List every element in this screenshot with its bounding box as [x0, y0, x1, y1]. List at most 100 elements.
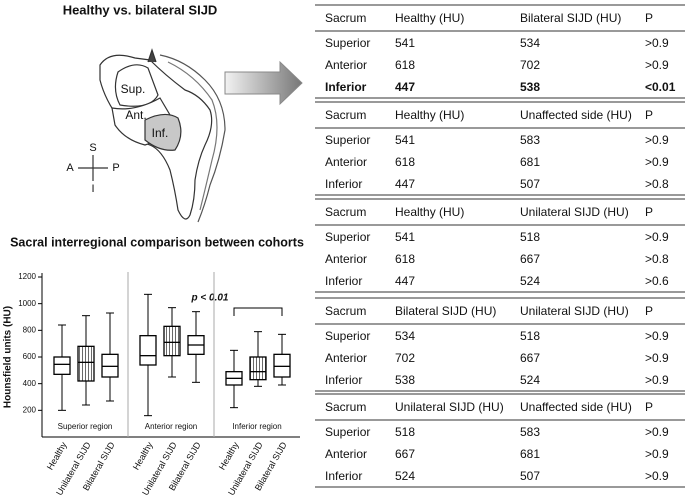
table-cell: 667	[520, 252, 540, 266]
table-header: P	[645, 11, 653, 25]
table-cell: Superior	[325, 230, 370, 244]
table-header: Healthy (HU)	[395, 108, 464, 122]
table-cell: Anterior	[325, 155, 367, 169]
panel-label: Superior region	[58, 422, 113, 431]
table-header: Unilateral SIJD (HU)	[395, 400, 504, 414]
table-cell: 681	[520, 155, 540, 169]
box	[101, 353, 119, 378]
table-cell: Inferior	[325, 80, 367, 94]
table-cell: 681	[520, 447, 540, 461]
y-tick-label: 600	[23, 352, 37, 361]
table-cell: Inferior	[325, 373, 362, 387]
box	[77, 345, 95, 382]
table-header: P	[645, 205, 653, 219]
y-tick-label: 200	[23, 405, 37, 414]
sacrum-diagram	[78, 48, 226, 223]
table-cell: 524	[520, 274, 540, 288]
table-cell: 541	[395, 133, 415, 147]
x-tick-label: Healthy	[131, 440, 155, 472]
table-cell: >0.8	[645, 177, 669, 191]
table-cell: 667	[395, 447, 415, 461]
table-cell: >0.9	[645, 447, 669, 461]
table-header: Unilateral SIJD (HU)	[520, 205, 629, 219]
table-cell: 541	[395, 36, 415, 50]
table-cell: 538	[520, 80, 540, 94]
table-cell: Superior	[325, 425, 370, 439]
table-cell: >0.9	[645, 469, 669, 483]
table-cell: 618	[395, 155, 415, 169]
panel-label: Inferior region	[232, 422, 281, 431]
table-cell: >0.9	[645, 425, 669, 439]
table-cell: Anterior	[325, 252, 367, 266]
table-cell: Inferior	[325, 274, 362, 288]
table-cell: 541	[395, 230, 415, 244]
table-header: Bilateral SIJD (HU)	[520, 11, 621, 25]
table-cell: >0.9	[645, 329, 669, 343]
region-label: Inf.	[152, 126, 169, 140]
table-header: P	[645, 304, 653, 318]
table-cell: >0.9	[645, 230, 669, 244]
table-cell: Superior	[325, 36, 370, 50]
box	[139, 335, 157, 366]
table-cell: 702	[520, 58, 540, 72]
table-header: Sacrum	[325, 11, 366, 25]
table-cell: 447	[395, 177, 415, 191]
table-cell: 518	[520, 230, 540, 244]
y-axis-label: Hounsfield units (HU)	[3, 306, 14, 408]
table-cell: 667	[520, 351, 540, 365]
table-cell: >0.9	[645, 155, 669, 169]
table-cell: 518	[520, 329, 540, 343]
table-header: Healthy (HU)	[395, 11, 464, 25]
box	[53, 356, 71, 375]
table-cell: 583	[520, 133, 540, 147]
table-cell: 534	[395, 329, 415, 343]
annotation: p < 0.01	[191, 293, 229, 304]
y-tick-label: 800	[23, 325, 37, 334]
table-header: Healthy (HU)	[395, 205, 464, 219]
table-header: Sacrum	[325, 304, 366, 318]
direction-label: S	[89, 142, 96, 154]
region-label: Sup.	[121, 82, 146, 96]
box	[163, 325, 181, 357]
table-cell: 534	[520, 36, 540, 50]
table-cell: 447	[395, 274, 415, 288]
table-cell: >0.6	[645, 274, 669, 288]
table-cell: >0.9	[645, 351, 669, 365]
table-cell: 524	[520, 373, 540, 387]
chart-title: Sacral interregional comparison between …	[10, 235, 304, 249]
x-tick-label: Healthy	[45, 440, 69, 472]
table-header: Unilateral SIJD (HU)	[520, 304, 629, 318]
table-header: Sacrum	[325, 400, 366, 414]
table-cell: Inferior	[325, 469, 362, 483]
table-header: Sacrum	[325, 108, 366, 122]
table-cell: 507	[520, 177, 540, 191]
table-cell: >0.8	[645, 252, 669, 266]
table-header: P	[645, 400, 653, 414]
panel-label: Anterior region	[145, 422, 197, 431]
table-header: Unaffected side (HU)	[520, 400, 632, 414]
table-header: Unaffected side (HU)	[520, 108, 632, 122]
table-cell: >0.9	[645, 58, 669, 72]
x-tick-label: Healthy	[217, 440, 241, 472]
table-cell: 524	[395, 469, 415, 483]
table-cell: Inferior	[325, 177, 362, 191]
table-cell: >0.9	[645, 373, 669, 387]
table-cell: >0.9	[645, 36, 669, 50]
table-cell: 583	[520, 425, 540, 439]
table-header: Sacrum	[325, 205, 366, 219]
table-cell: >0.9	[645, 133, 669, 147]
box	[249, 356, 267, 381]
table-cell: 518	[395, 425, 415, 439]
direction-label: A	[66, 162, 74, 174]
y-tick-label: 1000	[18, 299, 36, 308]
table-cell: Superior	[325, 133, 370, 147]
table-cell: <0.01	[645, 80, 676, 94]
table-cell: 702	[395, 351, 415, 365]
table-cell: Anterior	[325, 58, 367, 72]
table-header: Bilateral SIJD (HU)	[395, 304, 496, 318]
table-cell: 618	[395, 58, 415, 72]
y-tick-label: 1200	[18, 272, 36, 281]
table-cell: Superior	[325, 329, 370, 343]
table-header: P	[645, 108, 653, 122]
